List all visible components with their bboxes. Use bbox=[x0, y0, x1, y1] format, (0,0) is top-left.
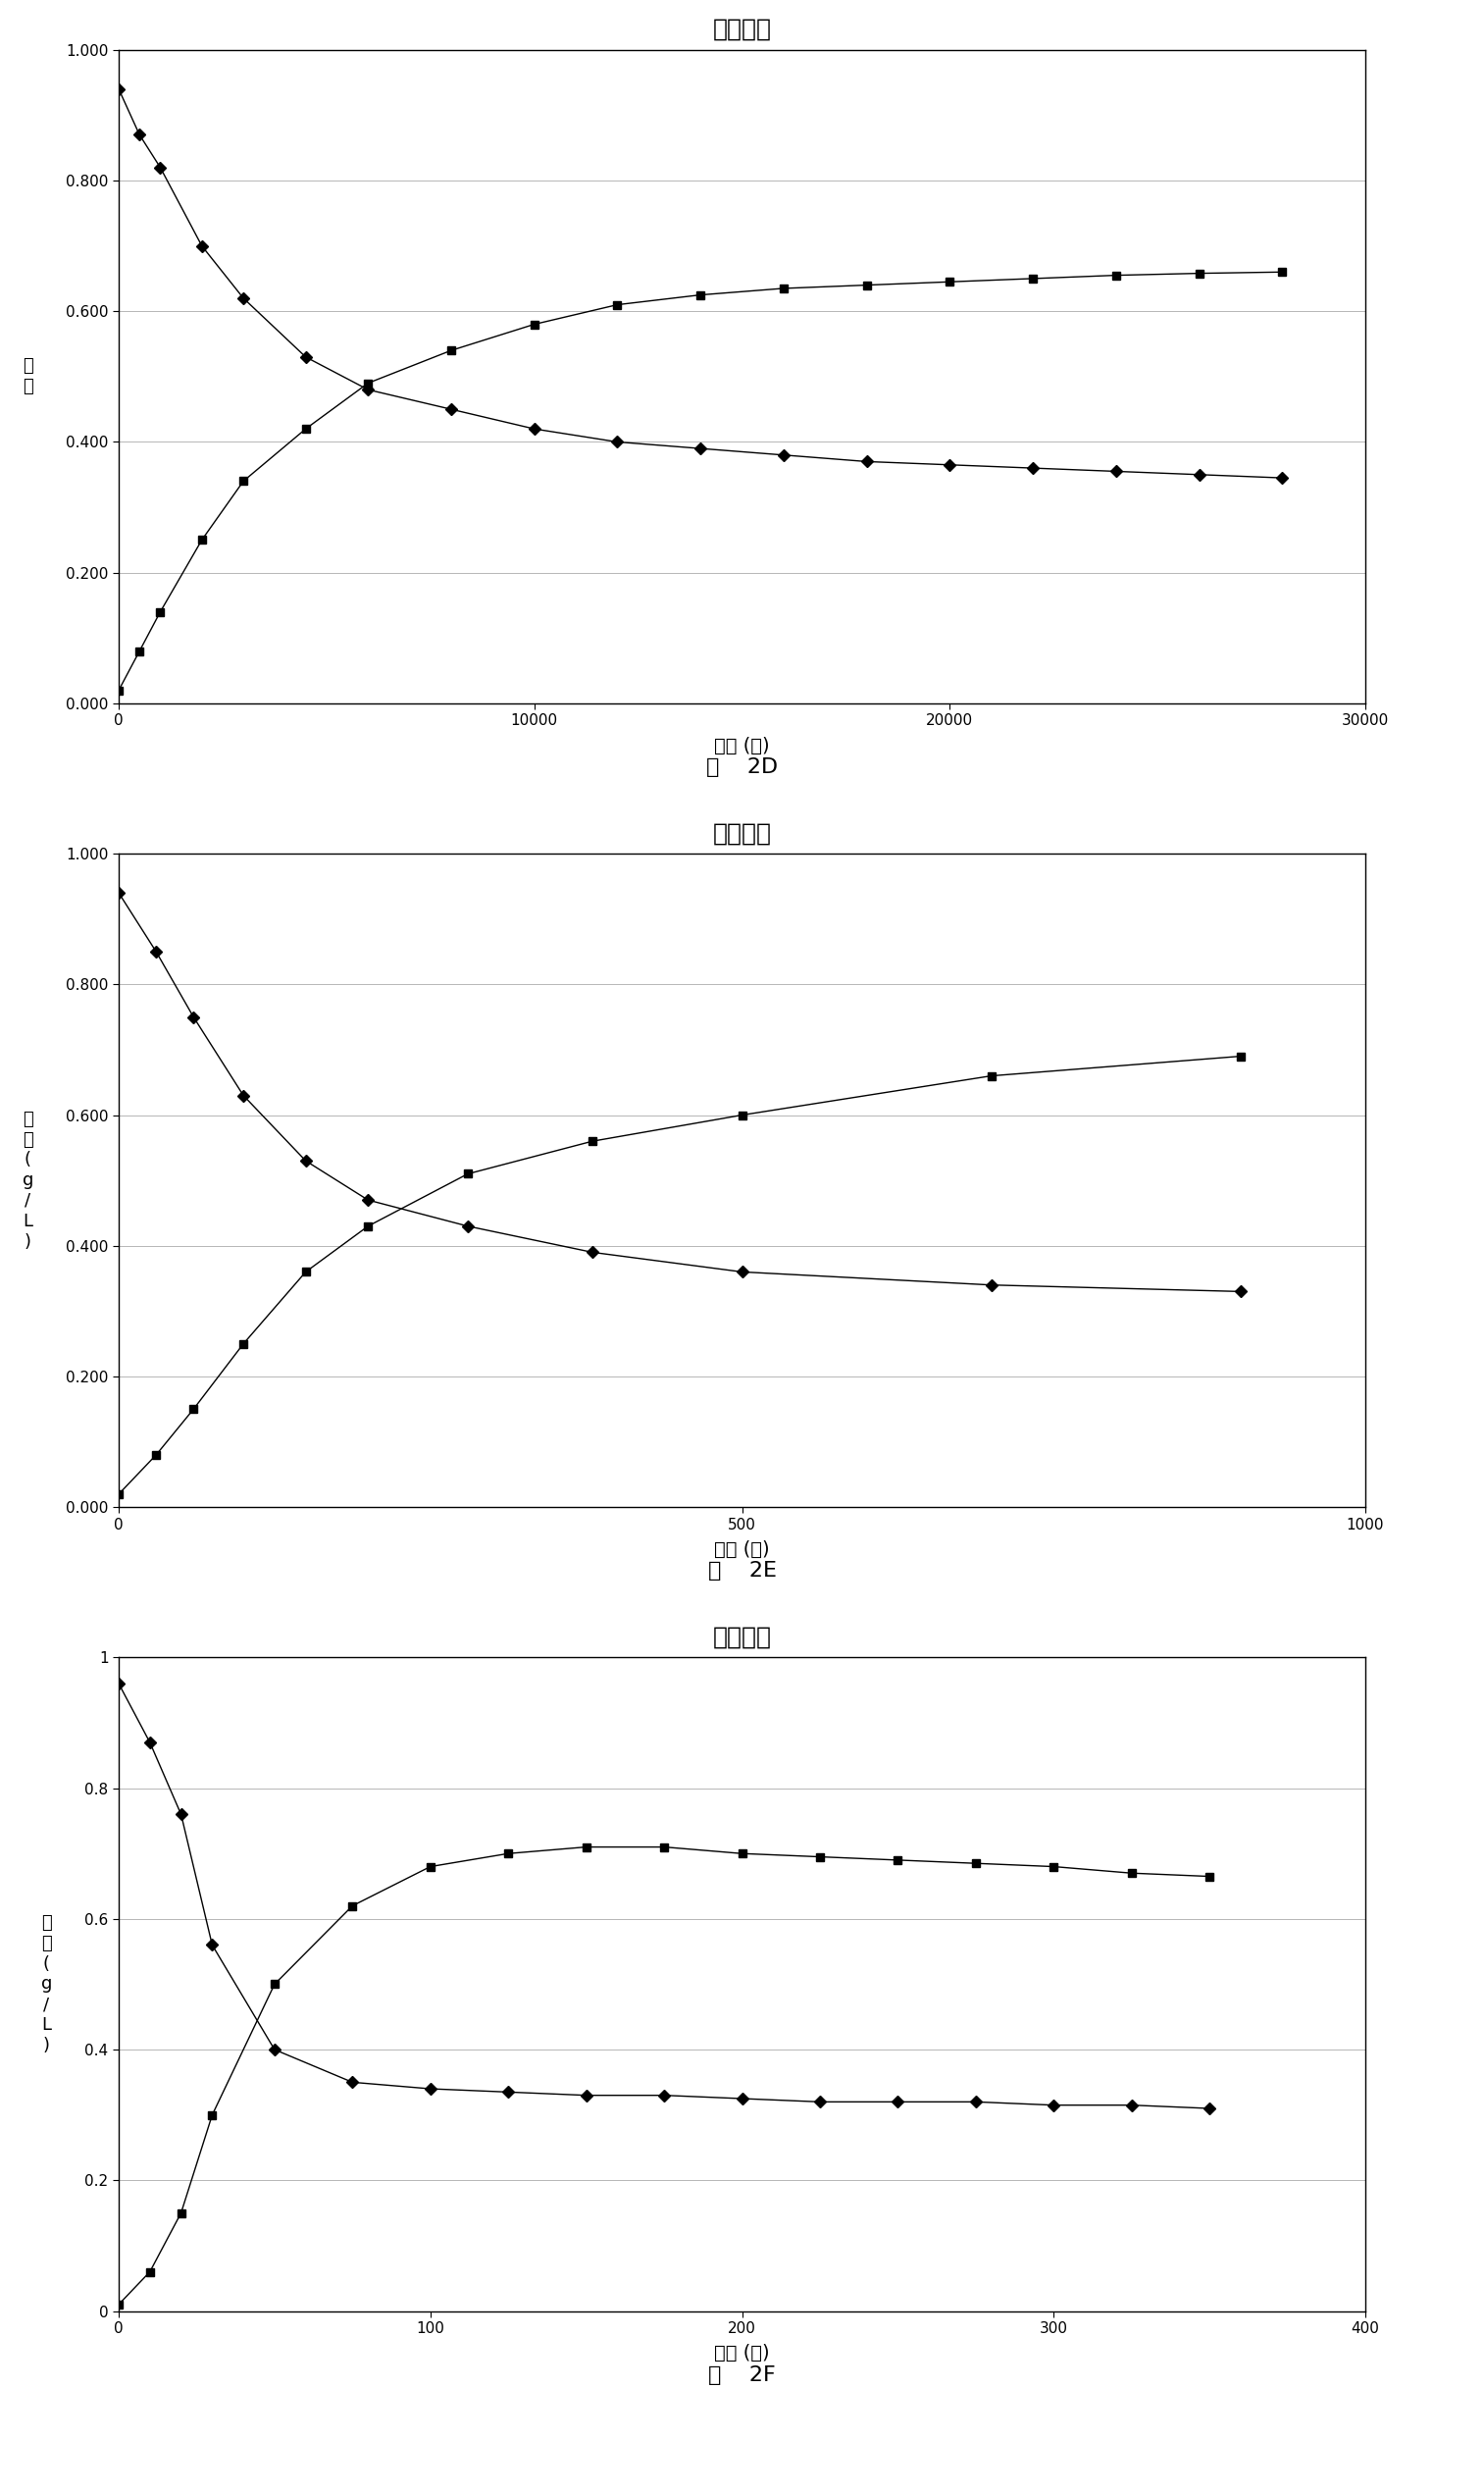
X-axis label: 时间 (秒): 时间 (秒) bbox=[714, 1540, 770, 1560]
X-axis label: 时间 (秒): 时间 (秒) bbox=[714, 738, 770, 755]
Y-axis label: 浓
度: 浓 度 bbox=[22, 356, 33, 396]
Title: 浓度变化: 浓度变化 bbox=[712, 822, 772, 845]
Text: 图    2F: 图 2F bbox=[708, 2365, 776, 2385]
Text: 图    2E: 图 2E bbox=[708, 1562, 776, 1580]
Title: 浓度变化: 浓度变化 bbox=[712, 1625, 772, 1650]
X-axis label: 时间 (秒): 时间 (秒) bbox=[714, 2345, 770, 2362]
Text: 图    2D: 图 2D bbox=[706, 758, 778, 778]
Y-axis label: 浓
度
(
g
/
L
): 浓 度 ( g / L ) bbox=[22, 1111, 33, 1251]
Y-axis label: 浓
度
(
g
/
L
): 浓 度 ( g / L ) bbox=[42, 1914, 52, 2053]
Title: 浓度变化: 浓度变化 bbox=[712, 17, 772, 42]
